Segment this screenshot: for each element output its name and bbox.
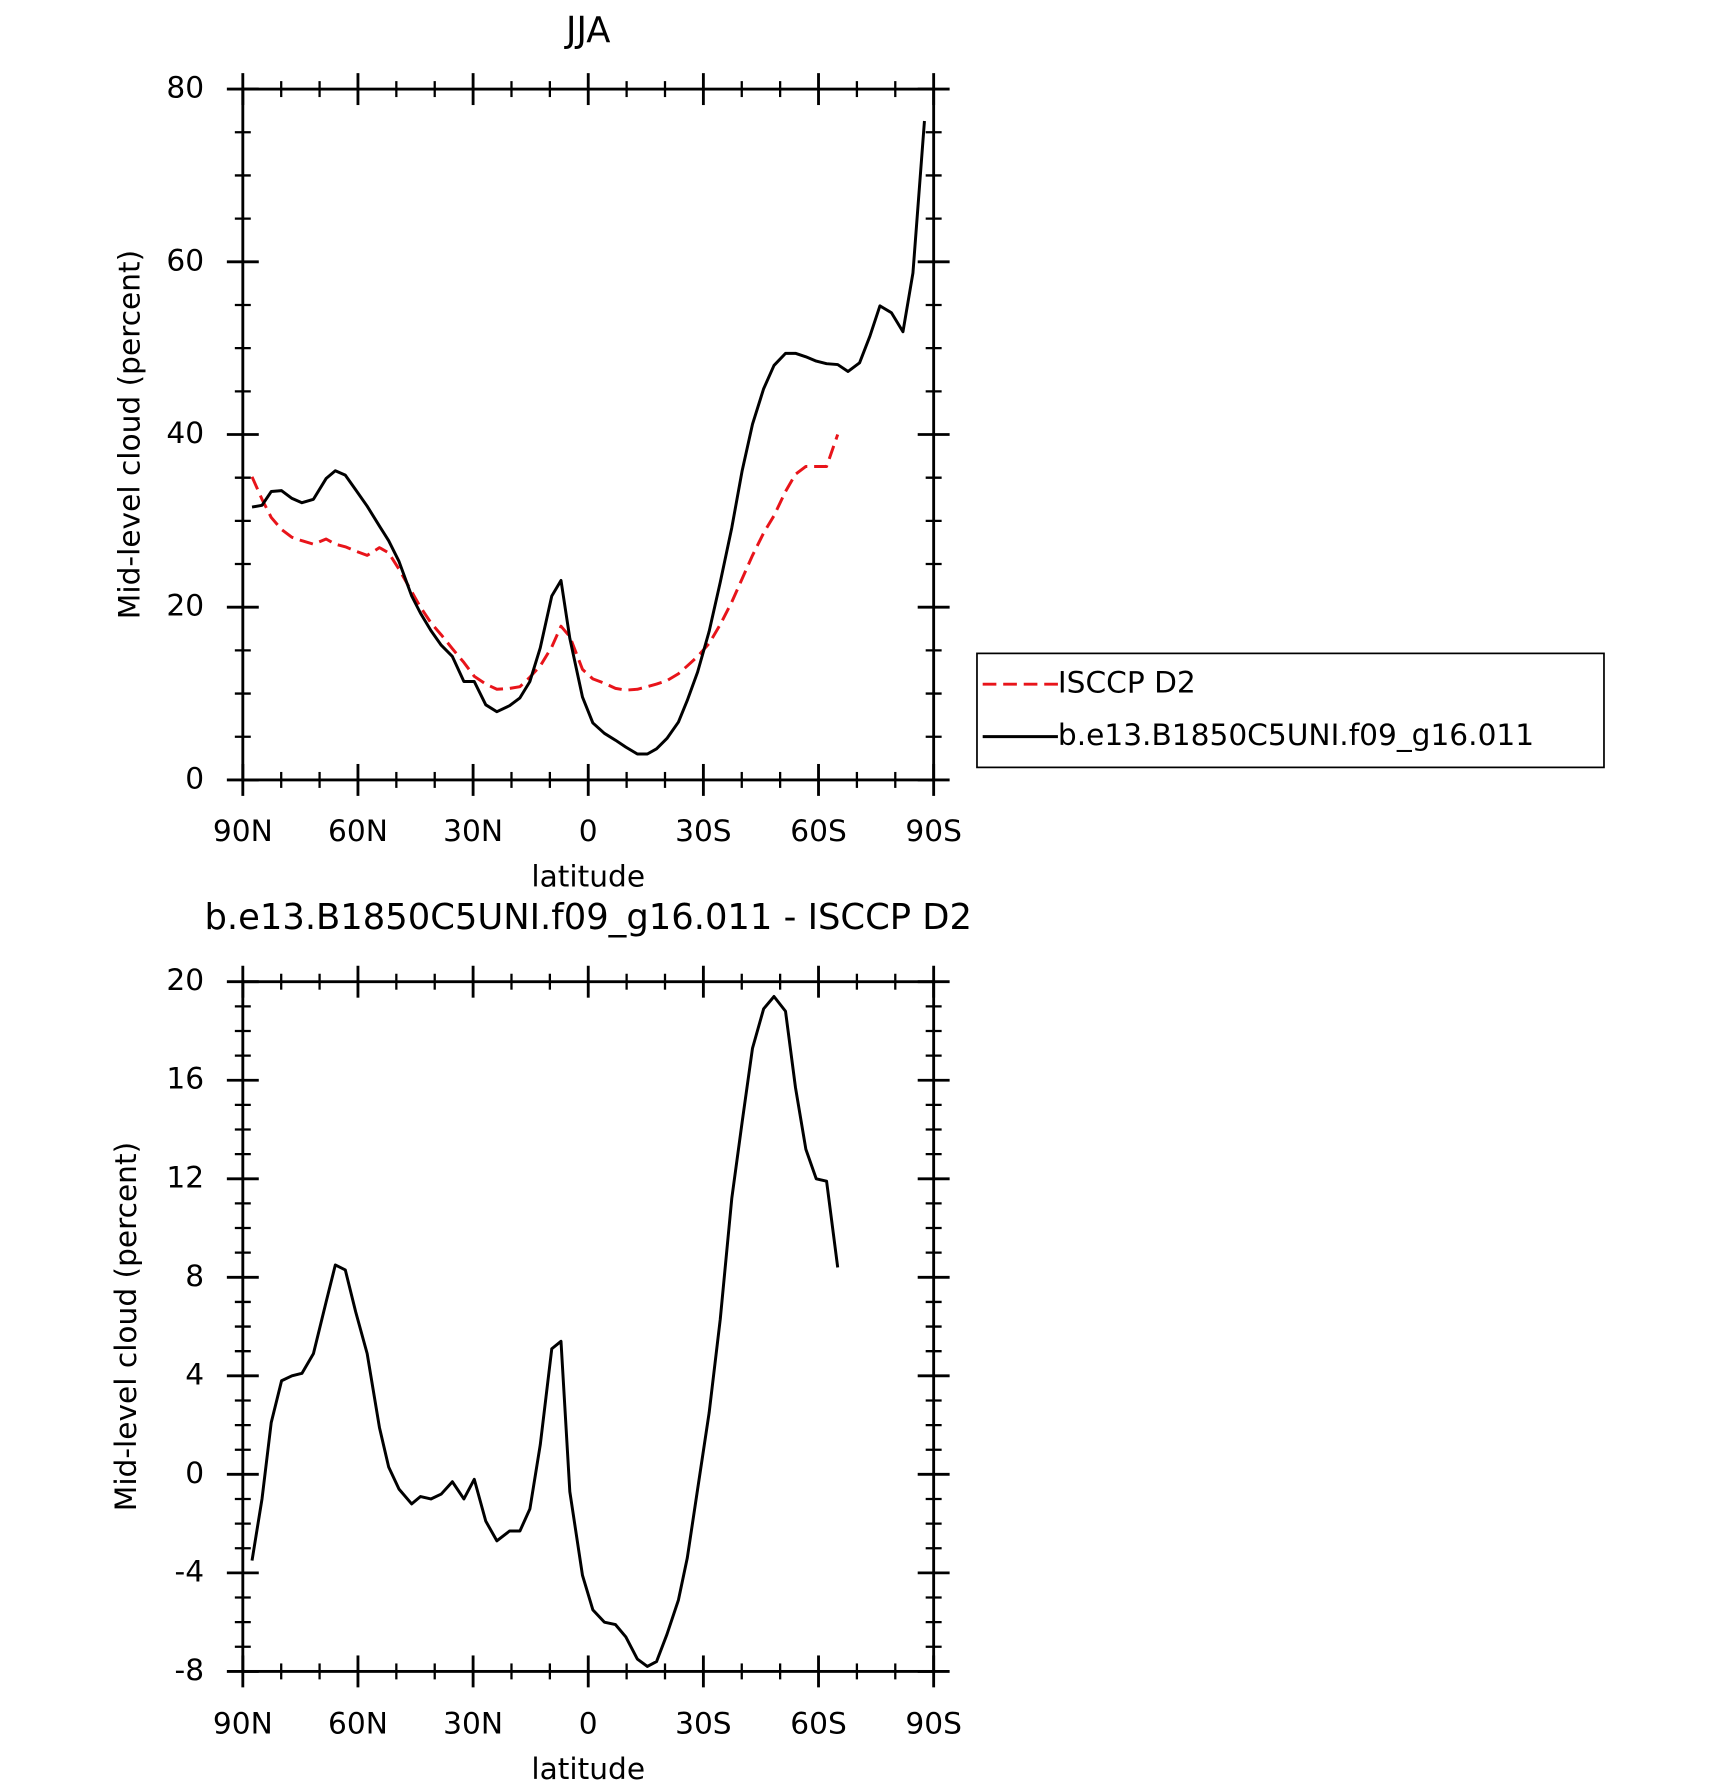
data-line	[250, 434, 840, 692]
x-tick-label: 30S	[675, 1705, 732, 1740]
x-tick-label: 90N	[213, 813, 273, 848]
y-tick-label: 0	[185, 760, 204, 795]
y-axis-label: Mid-level cloud (percent)	[112, 250, 147, 619]
y-tick-label: 20	[166, 588, 204, 623]
legend-label: b.e13.B1850C5UNI.f09_g16.011	[1058, 717, 1534, 752]
y-tick-label: -4	[175, 1553, 205, 1588]
x-tick-label: 30S	[675, 813, 732, 848]
x-axis-label: latitude	[531, 1751, 645, 1786]
plot-frame	[241, 980, 936, 1673]
y-tick-label: 8	[185, 1258, 204, 1293]
x-tick-label: 90S	[905, 1705, 962, 1740]
plot-frame	[241, 87, 936, 782]
y-tick-label: 40	[166, 415, 204, 450]
legend: ISCCP D2 b.e13.B1850C5UNI.f09_g16.011	[976, 652, 1605, 769]
x-tick-label: 0	[579, 813, 598, 848]
x-tick-label: 0	[579, 1705, 598, 1740]
y-tick-label: 80	[166, 70, 204, 105]
y-tick-label: 0	[185, 1455, 204, 1490]
y-tick-label: 16	[166, 1061, 204, 1096]
x-tick-label: 60S	[790, 813, 847, 848]
x-axis-label: latitude	[531, 858, 645, 893]
chart-title: b.e13.B1850C5UNI.f09_g16.011 - ISCCP D2	[204, 897, 972, 938]
data-line	[250, 995, 840, 1668]
x-tick-label: 60N	[328, 1705, 388, 1740]
x-tick-label: 30N	[443, 1705, 503, 1740]
legend-label: ISCCP D2	[1058, 665, 1196, 700]
x-tick-label: 60S	[790, 1705, 847, 1740]
x-tick-label: 60N	[328, 813, 388, 848]
y-tick-label: 12	[166, 1159, 204, 1194]
y-tick-label: 60	[166, 242, 204, 277]
legend-box	[976, 652, 1605, 769]
y-tick-label: -8	[175, 1652, 205, 1687]
chart-title: JJA	[564, 10, 610, 51]
y-axis-label: Mid-level cloud (percent)	[108, 1142, 143, 1511]
y-tick-label: 4	[185, 1356, 204, 1391]
x-tick-label: 30N	[443, 813, 503, 848]
x-tick-label: 90S	[905, 813, 962, 848]
x-tick-label: 90N	[213, 1705, 273, 1740]
y-tick-label: 20	[166, 962, 204, 997]
data-line	[251, 120, 926, 756]
